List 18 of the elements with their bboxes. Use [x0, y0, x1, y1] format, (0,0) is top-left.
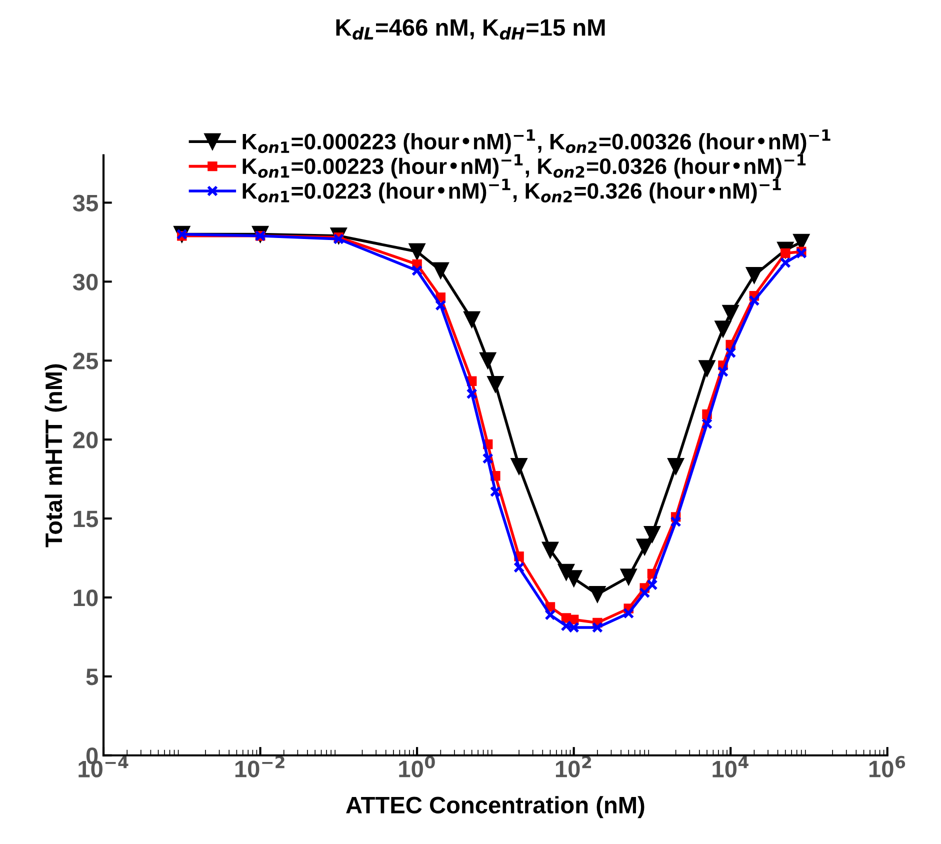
legend-label: K$_{on1}$=0.0223 (hour•nM)$^{−1}$, K$_{on2}$=0.326 (hour•nM)$^{−1}$: [242, 178, 781, 204]
y-tick-label: 10: [74, 590, 98, 606]
chart-title: K$_{dL}$=466 nM, K$_{dH}$=15 nM: [336, 19, 605, 40]
legend-label: K$_{on1}$=0.000223 (hour•nM)$^{−1}$, K$_{on2}$=0.00326 (hour•nM)$^{−1}$: [242, 129, 830, 154]
y-tick-label: 35: [72, 194, 98, 212]
legend-label: K$_{on1}$=0.00223 (hour•nM)$^{−1}$, K$_{on2}$=0.0326 (hour•nM)$^{−1}$: [242, 154, 806, 179]
x-tick-label: 10$^{6}$: [869, 756, 906, 778]
y-axis-title: Total mHTT (nM): [44, 364, 67, 548]
x-tick-label: 10$^{2}$: [556, 756, 592, 778]
x-tick-label: 10$^{4}$: [712, 756, 748, 778]
x-tick-label: 10$^{0}$: [399, 756, 435, 778]
y-tick-label: 30: [72, 274, 98, 290]
x-tick-label: 10$^{−2}$: [235, 756, 284, 778]
y-tick-label: 20: [73, 432, 98, 448]
y-tick-label: 25: [73, 352, 98, 370]
y-tick-label: 15: [74, 510, 98, 528]
y-tick-label: 5: [86, 668, 98, 686]
x-axis-title: ATTEC Concentration (nM): [346, 796, 644, 818]
